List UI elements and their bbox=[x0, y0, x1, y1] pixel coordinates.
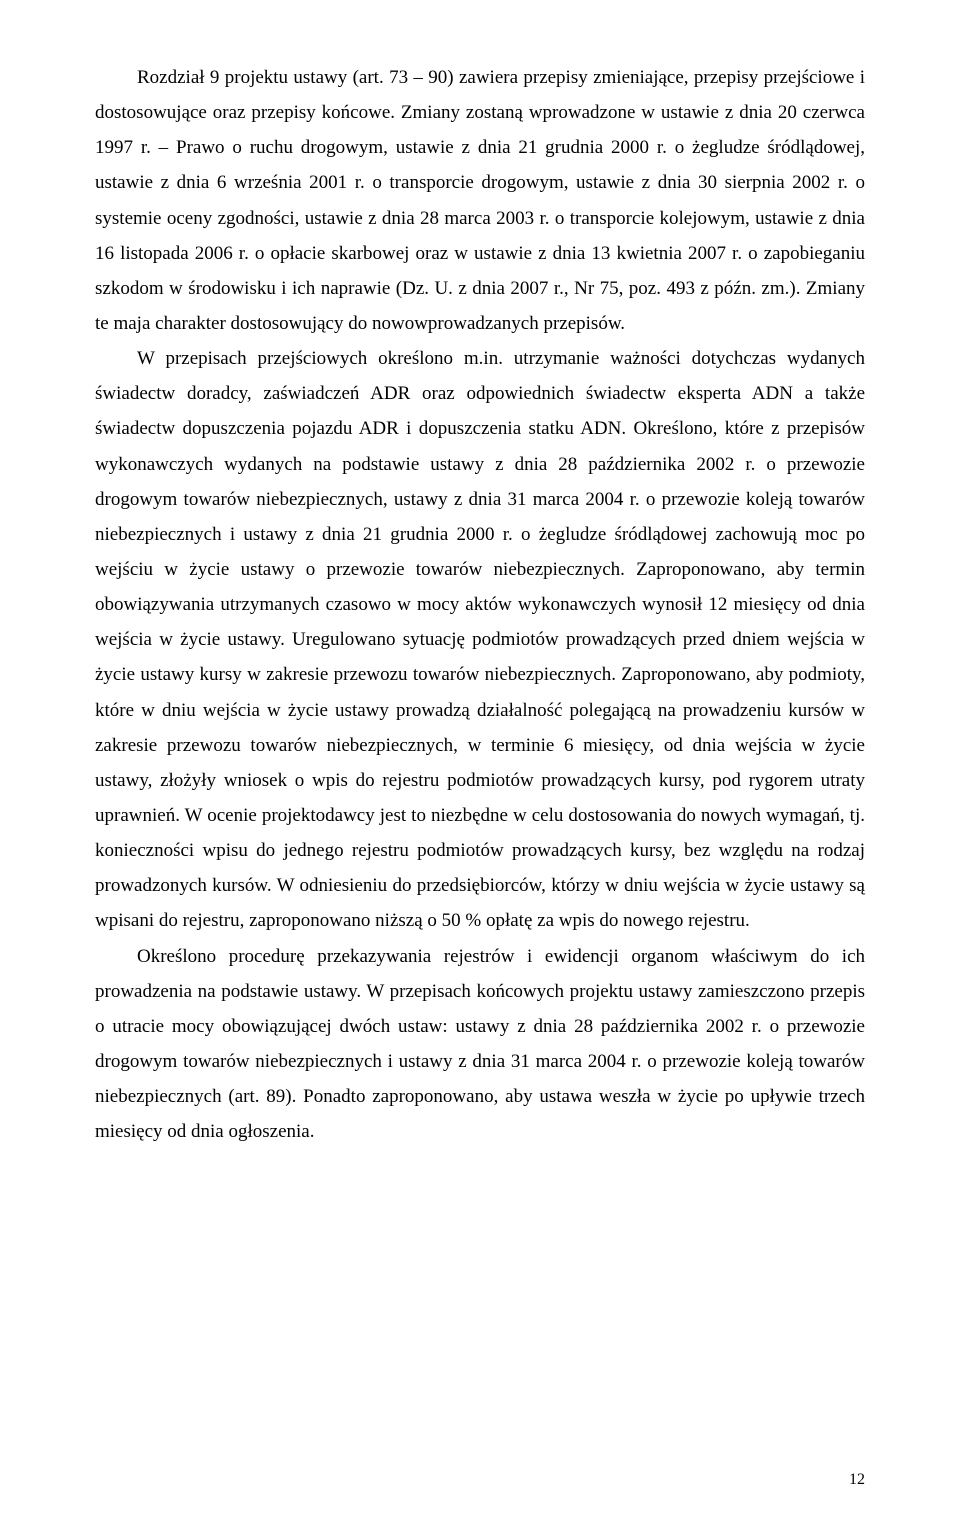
document-page: Rozdział 9 projektu ustawy (art. 73 – 90… bbox=[0, 0, 960, 1529]
paragraph-3: Określono procedurę przekazywania rejest… bbox=[95, 939, 865, 1150]
paragraph-2: W przepisach przejściowych określono m.i… bbox=[95, 341, 865, 938]
page-number: 12 bbox=[849, 1471, 865, 1489]
paragraph-1: Rozdział 9 projektu ustawy (art. 73 – 90… bbox=[95, 60, 865, 341]
